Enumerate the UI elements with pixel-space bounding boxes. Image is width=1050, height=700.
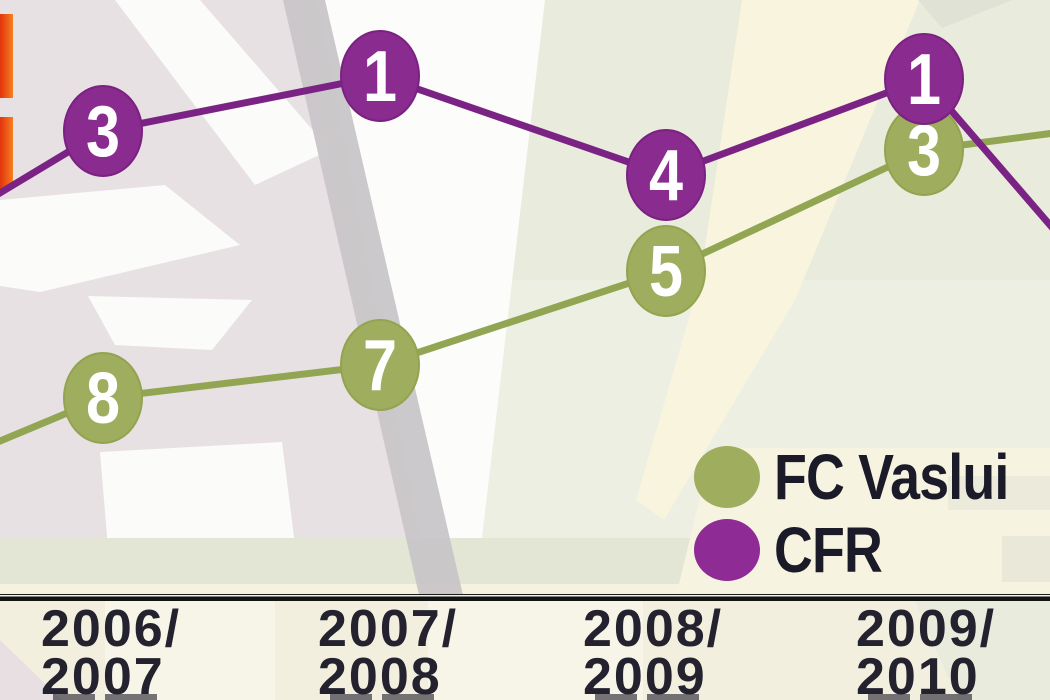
x-axis-label-2008-2009: 2008/ 2009: [583, 600, 724, 700]
cfr-marker: [63, 85, 143, 177]
data-point-value: 4: [649, 136, 683, 216]
x-axis-label-line: 2007/: [318, 600, 459, 658]
data-point-cfr-2007-2008: 1: [340, 30, 420, 122]
data-point-fc-vaslui-2009-2010: 3: [884, 104, 964, 196]
bg-faint-gray-shape-1: [948, 476, 1050, 510]
fc-vaslui-marker: [626, 225, 706, 317]
bg-white-letter-stroke-2: [0, 185, 240, 292]
fc-vaslui-marker: [63, 352, 143, 444]
x-axis-label-line: 2009/: [856, 600, 997, 658]
bg-label-tint-1: [105, 601, 275, 700]
bg-label-tint-2: [428, 601, 643, 700]
data-point-cfr-2009-2010: 1: [884, 33, 964, 125]
cfr-marker: [340, 30, 420, 122]
legend-item-cfr: CFR: [694, 517, 1050, 583]
legend-label-vaslui: FC Vaslui: [774, 441, 1009, 513]
vaslui-swatch-icon: [694, 446, 760, 508]
bg-gray-diagonal-band: [283, 0, 463, 595]
cfr-swatch-icon: [694, 519, 760, 581]
bg-white-letter-stroke-3: [88, 296, 252, 350]
cfr-marker: [884, 33, 964, 125]
bg-bottom-right-wedge: [915, 601, 1050, 700]
data-point-cfr-2006-2007: 3: [63, 85, 143, 177]
cfr-marker: [626, 129, 706, 221]
data-point-cfr-2008-2009: 4: [626, 129, 706, 221]
data-point-value: 3: [86, 92, 120, 172]
x-axis-label-line: 2008: [318, 647, 442, 700]
logo-fragment-bar-top: [0, 14, 13, 98]
fc-vaslui-marker: [340, 319, 420, 411]
legend-item-vaslui: FC Vaslui: [694, 444, 1050, 510]
data-point-value: 1: [363, 37, 397, 117]
bg-white-wedge: [318, 0, 545, 538]
x-axis-label-line: 2008/: [583, 600, 724, 658]
data-point-value: 8: [86, 359, 120, 439]
data-point-fc-vaslui-2008-2009: 5: [626, 225, 706, 317]
bg-faint-gray-shape-2: [1002, 536, 1050, 582]
data-point-fc-vaslui-2007-2008: 7: [340, 319, 420, 411]
bg-gray-corner: [918, 0, 1012, 28]
data-point-value: 5: [649, 232, 683, 312]
x-axis-label-2007-2008: 2007/ 2008: [318, 600, 459, 700]
bg-white-letter-stroke-1: [115, 0, 330, 185]
bg-cropped-text-marks: [53, 694, 972, 700]
x-axis-label-2009-2010: 2009/ 2010: [856, 600, 997, 700]
data-point-value: 7: [363, 326, 397, 406]
x-axis-line: [0, 594, 1050, 601]
data-point-value: 1: [907, 40, 941, 120]
logo-fragment-bar-bottom: [0, 117, 13, 189]
x-axis-label-2006-2007: 2006/ 2007: [41, 600, 182, 700]
x-axis-label-line: 2006/: [41, 600, 182, 658]
chart-legend: FC Vaslui CFR: [694, 444, 1050, 583]
x-axis-label-line: 2010: [856, 647, 980, 700]
x-axis-label-line: 2009: [583, 647, 707, 700]
legend-label-cfr: CFR: [774, 514, 883, 586]
data-point-fc-vaslui-2006-2007: 8: [63, 352, 143, 444]
bg-yellow-wedge: [636, 0, 920, 520]
bg-bottom-left-pink-wedge: [0, 640, 62, 700]
x-axis-label-line: 2007: [41, 647, 165, 700]
bg-white-letter-stroke-4: [100, 442, 295, 548]
